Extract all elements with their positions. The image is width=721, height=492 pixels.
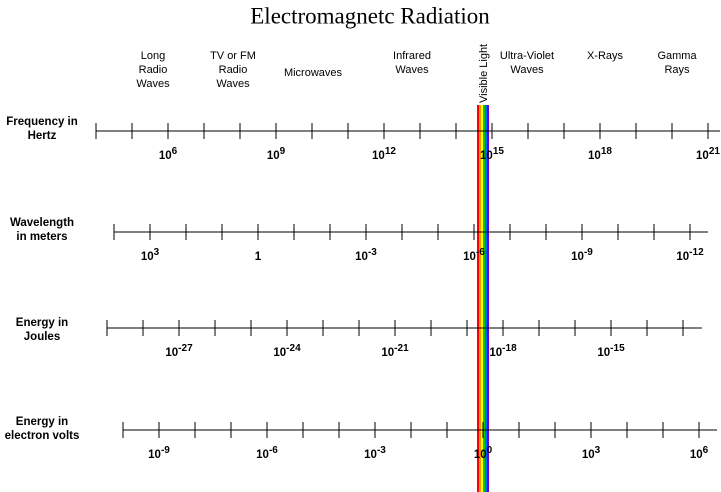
tick-base: 10 — [141, 251, 154, 263]
region-label: Waves — [510, 64, 544, 76]
region-label: Radio — [219, 64, 248, 76]
tick-exponent: -9 — [161, 445, 170, 456]
tick-base: 10 — [256, 449, 269, 461]
tick-label: 1012 — [372, 146, 396, 162]
region-label: Ultra-Violet — [500, 50, 554, 62]
tick-base: 1 — [255, 251, 262, 263]
tick-label: 10-12 — [676, 247, 704, 263]
tick-label: 10-27 — [165, 343, 193, 359]
scale-name: in meters — [16, 231, 67, 243]
region-label: TV or FM — [210, 50, 256, 62]
tick-base: 10 — [148, 449, 161, 461]
region-label: Infrared — [393, 50, 431, 62]
scale-name: Energy in — [16, 416, 68, 428]
tick-exponent: -9 — [584, 247, 593, 258]
tick-exponent: 6 — [172, 146, 178, 157]
scale-name: electron volts — [5, 430, 80, 442]
tick-label: 10-6 — [256, 445, 278, 461]
title: Electromagnetc Radiation — [250, 3, 490, 28]
tick-label: 10-21 — [381, 343, 409, 359]
scale-name: Hertz — [28, 130, 57, 142]
region-label: Long — [141, 50, 165, 62]
tick-exponent: 3 — [154, 247, 160, 258]
region-label: Waves — [136, 78, 170, 90]
tick-label: 10-9 — [571, 247, 593, 263]
scale-name: Energy in — [16, 317, 68, 329]
region-label: Microwaves — [284, 67, 343, 79]
scale-name: Joules — [24, 331, 60, 343]
tick-label: 106 — [690, 445, 709, 461]
tick-base: 10 — [582, 449, 595, 461]
tick-exponent: -6 — [476, 247, 485, 258]
scale-name: Frequency in — [6, 116, 78, 128]
tick-exponent: -24 — [286, 343, 301, 354]
region-label: Gamma — [657, 50, 697, 62]
visible-band — [477, 105, 489, 492]
tick-exponent: 6 — [703, 445, 709, 456]
tick-base: 10 — [165, 347, 178, 359]
tick-exponent: -15 — [610, 343, 625, 354]
tick-exponent: 18 — [601, 146, 613, 157]
tick-base: 10 — [355, 251, 368, 263]
tick-label: 1015 — [480, 146, 504, 162]
tick-exponent: 9 — [280, 146, 286, 157]
tick-label: 10-3 — [355, 247, 377, 263]
tick-base: 10 — [676, 251, 689, 263]
tick-label: 10-6 — [463, 247, 485, 263]
tick-base: 10 — [267, 150, 280, 162]
tick-label: 10-9 — [148, 445, 170, 461]
tick-label: 106 — [159, 146, 178, 162]
scale-name: Wavelength — [10, 217, 74, 229]
tick-base: 10 — [273, 347, 286, 359]
tick-label: 103 — [582, 445, 601, 461]
tick-exponent: -12 — [689, 247, 704, 258]
tick-base: 10 — [463, 251, 476, 263]
tick-exponent: -18 — [502, 343, 517, 354]
tick-base: 10 — [696, 150, 709, 162]
tick-label: 100 — [474, 445, 493, 461]
tick-exponent: 3 — [595, 445, 601, 456]
tick-label: 10-3 — [364, 445, 386, 461]
tick-label: 10-18 — [489, 343, 517, 359]
tick-base: 10 — [372, 150, 385, 162]
tick-base: 10 — [597, 347, 610, 359]
tick-exponent: -3 — [368, 247, 377, 258]
tick-exponent: 15 — [493, 146, 505, 157]
tick-base: 10 — [480, 150, 493, 162]
tick-label: 103 — [141, 247, 160, 263]
tick-base: 10 — [381, 347, 394, 359]
tick-label: 1021 — [696, 146, 720, 162]
tick-exponent: 12 — [385, 146, 397, 157]
tick-label: 10-15 — [597, 343, 625, 359]
tick-base: 10 — [474, 449, 487, 461]
tick-base: 10 — [588, 150, 601, 162]
region-label: X-Rays — [587, 50, 624, 62]
tick-exponent: 0 — [487, 445, 493, 456]
tick-label: 1018 — [588, 146, 612, 162]
tick-exponent: -3 — [377, 445, 386, 456]
tick-base: 10 — [690, 449, 703, 461]
tick-label: 109 — [267, 146, 286, 162]
tick-label: 1 — [255, 251, 262, 263]
region-label: Radio — [139, 64, 168, 76]
tick-exponent: -21 — [394, 343, 409, 354]
tick-base: 10 — [159, 150, 172, 162]
tick-exponent: -27 — [178, 343, 193, 354]
tick-label: 10-24 — [273, 343, 301, 359]
region-label: Rays — [664, 64, 690, 76]
tick-base: 10 — [571, 251, 584, 263]
tick-base: 10 — [364, 449, 377, 461]
visible-label: Visible Light — [478, 44, 490, 103]
tick-exponent: 21 — [709, 146, 721, 157]
tick-exponent: -6 — [269, 445, 278, 456]
tick-base: 10 — [489, 347, 502, 359]
region-label: Waves — [395, 64, 429, 76]
region-label: Waves — [216, 78, 250, 90]
